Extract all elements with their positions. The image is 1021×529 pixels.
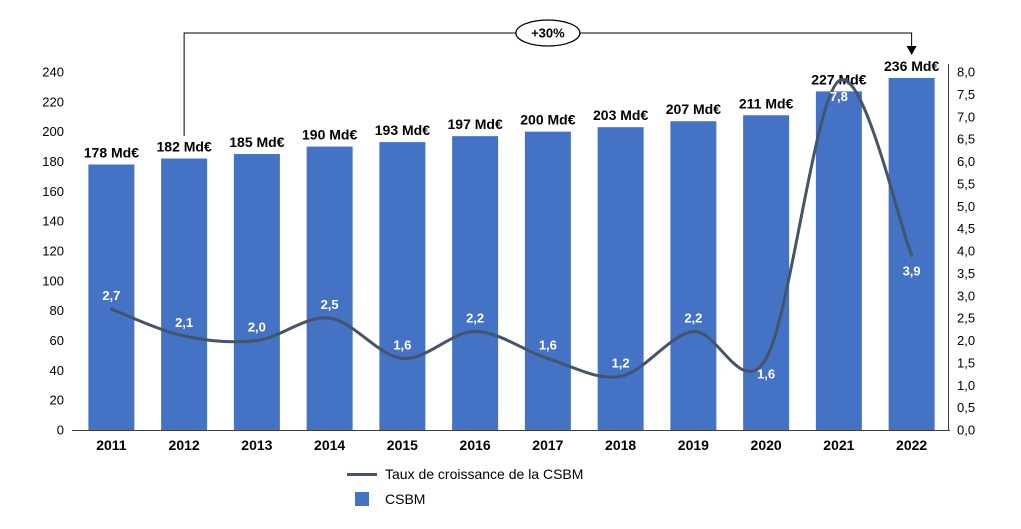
- legend-marker-box: [347, 492, 377, 506]
- bar-value-label: 203 Md€: [593, 107, 648, 123]
- growth-rate-label: 1,6: [539, 337, 557, 352]
- legend-marker-box: [347, 472, 377, 476]
- right-axis-tick-label: 4,0: [957, 244, 975, 259]
- right-axis-tick-label: 1,5: [957, 355, 975, 370]
- x-axis-category-label: 2019: [678, 437, 709, 453]
- left-axis-tick-label: 0: [57, 423, 64, 438]
- bar-value-label: 193 Md€: [375, 122, 430, 138]
- bar-2014: [306, 146, 353, 431]
- growth-rate-label: 2,2: [466, 311, 484, 326]
- x-axis-category-label: 2014: [314, 437, 345, 453]
- bar-value-label: 211 Md€: [739, 95, 794, 111]
- bar-series-legend-marker: [355, 492, 369, 506]
- chart-legend: Taux de croissance de la CSBM CSBM: [347, 464, 583, 509]
- x-axis-category-label: 2020: [751, 437, 782, 453]
- annotation-ellipse: [515, 19, 581, 47]
- right-axis-tick-label: 7,0: [957, 109, 975, 124]
- growth-rate-label: 1,2: [612, 355, 630, 370]
- right-axis-tick-label: 1,0: [957, 378, 975, 393]
- x-axis-category-label: 2012: [169, 437, 200, 453]
- growth-rate-label: 1,6: [393, 337, 411, 352]
- right-axis-tick-label: 6,5: [957, 132, 975, 147]
- x-axis-category-label: 2022: [896, 437, 927, 453]
- bar-2013: [233, 154, 280, 430]
- annotation-label: +30%: [531, 26, 565, 41]
- x-axis-category-label: 2016: [460, 437, 491, 453]
- bar-value-label: 185 Md€: [229, 134, 284, 150]
- legend-label-growth-rate: Taux de croissance de la CSBM: [385, 466, 584, 482]
- bar-value-label: 236 Md€: [884, 58, 939, 74]
- bar-2020: [743, 115, 790, 430]
- x-axis-category-label: 2018: [605, 437, 636, 453]
- left-axis-tick-label: 220: [42, 94, 64, 109]
- right-axis-tick-label: 8,0: [957, 65, 975, 80]
- bar-2021: [815, 91, 862, 431]
- bar-value-label: 207 Md€: [666, 101, 721, 117]
- growth-rate-label: 2,5: [321, 297, 339, 312]
- bar-2017: [524, 131, 571, 430]
- growth-rate-label: 2,0: [248, 320, 266, 335]
- csbm-combo-chart: 178 Md€ 182 Md€ 185 Md€ 190 Md€ 193 Md€ 197 M…: [42, 19, 975, 453]
- bar-2018: [597, 127, 644, 431]
- left-axis-tick-label: 20: [50, 393, 64, 408]
- left-axis-tick-label: 200: [42, 124, 64, 139]
- right-axis-tick-label: 0,0: [957, 423, 975, 438]
- growth-rate-label: 3,9: [903, 263, 921, 278]
- growth-rate-label: 7,8: [830, 89, 848, 104]
- bar-value-label: 190 Md€: [302, 127, 357, 143]
- bar-2016: [452, 136, 499, 430]
- x-axis-category-label: 2013: [241, 437, 272, 453]
- legend-item-csbm: CSBM: [347, 489, 583, 509]
- right-axis-tick-label: 3,0: [957, 288, 975, 303]
- left-axis-tick-label: 160: [42, 184, 64, 199]
- bar-value-label: 200 Md€: [520, 112, 575, 128]
- bar-value-label: 182 Md€: [157, 139, 212, 155]
- x-axis-category-label: 2017: [532, 437, 563, 453]
- right-axis-tick-label: 5,0: [957, 199, 975, 214]
- left-axis-tick-label: 100: [42, 273, 64, 288]
- left-axis-tick-label: 60: [50, 333, 64, 348]
- x-axis-category-label: 2015: [387, 437, 418, 453]
- right-axis-tick-label: 3,5: [957, 266, 975, 281]
- growth-rate-label: 2,2: [684, 311, 702, 326]
- right-axis-tick-label: 7,5: [957, 87, 975, 102]
- left-axis-tick-label: 180: [42, 154, 64, 169]
- right-axis-tick-label: 2,0: [957, 333, 975, 348]
- x-axis-category-label: 2021: [823, 437, 854, 453]
- right-axis-tick-label: 4,5: [957, 221, 975, 236]
- left-axis-tick-label: 240: [42, 65, 64, 80]
- left-axis-tick-label: 120: [42, 244, 64, 259]
- bar-value-label: 178 Md€: [84, 144, 139, 160]
- bar-2011: [88, 164, 135, 430]
- right-axis-tick-label: 0,5: [957, 400, 975, 415]
- right-axis-tick-label: 2,5: [957, 311, 975, 326]
- left-axis-tick-label: 80: [50, 303, 64, 318]
- legend-item-growth-rate: Taux de croissance de la CSBM: [347, 464, 583, 484]
- growth-rate-label: 2,1: [175, 315, 193, 330]
- growth-rate-line: [109, 78, 914, 379]
- left-axis-tick-label: 40: [50, 363, 64, 378]
- left-axis-tick-label: 140: [42, 214, 64, 229]
- bar-2012: [161, 158, 208, 430]
- growth-rate-label: 2,7: [102, 288, 120, 303]
- growth-rate-label: 1,6: [757, 366, 775, 381]
- line-series-legend-marker: [347, 472, 377, 476]
- bar-value-label: 197 Md€: [448, 116, 503, 132]
- bar-2015: [379, 142, 426, 430]
- x-axis-category-label: 2011: [96, 437, 127, 453]
- bar-2019: [670, 121, 717, 430]
- annotation-arrowhead-icon: [906, 46, 917, 55]
- right-axis-tick-label: 5,5: [957, 176, 975, 191]
- right-axis-tick-label: 6,0: [957, 154, 975, 169]
- legend-label-csbm: CSBM: [385, 491, 426, 507]
